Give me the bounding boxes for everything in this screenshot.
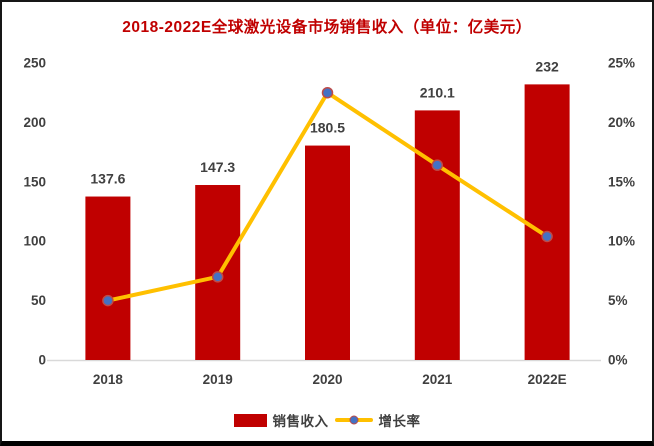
left-axis-tick-label: 50 xyxy=(31,293,46,308)
growth-rate-marker-2020 xyxy=(321,86,334,99)
legend-bar-swatch xyxy=(233,413,267,427)
legend-line-swatch xyxy=(334,415,373,425)
bar-2022E xyxy=(524,84,570,360)
chart-title: 2018-2022E全球激光设备市场销售收入（单位：亿美元） xyxy=(122,19,532,36)
right-axis-tick-label: 15% xyxy=(608,174,635,189)
legend-marker-dot-icon xyxy=(349,415,358,425)
growth-rate-marker-2021 xyxy=(431,159,444,171)
legend-label-growth: 增长率 xyxy=(378,414,421,429)
left-axis-tick-label: 200 xyxy=(23,115,46,130)
growth-rate-marker-2018 xyxy=(102,294,114,307)
bar-value-label: 232 xyxy=(535,58,559,74)
x-axis-category-label: 2021 xyxy=(422,372,453,387)
growth-rate-marker-2022E xyxy=(541,230,553,243)
left-axis-tick-label: 100 xyxy=(23,234,46,249)
combo-chart-plot-area: 0 50 100 150 200 250 0% 5% 10% 15% 20% 25% 137.6 147.… xyxy=(23,56,635,388)
legend: 销售收入 增长率 xyxy=(2,410,652,430)
growth-rate-marker-2019 xyxy=(211,271,224,283)
right-axis-tick-label: 5% xyxy=(608,293,628,308)
right-axis-tick-label: 20% xyxy=(608,115,635,130)
legend-label-revenue: 销售收入 xyxy=(272,414,329,429)
x-axis-category-label: 2022E xyxy=(528,372,567,387)
bar-value-label: 137.6 xyxy=(90,171,125,187)
bar-2018 xyxy=(85,196,131,360)
x-axis-category-label: 2020 xyxy=(312,372,342,387)
bar-value-label: 180.5 xyxy=(310,120,345,136)
right-axis-tick-label: 0% xyxy=(608,353,628,368)
left-axis-tick-label: 0 xyxy=(38,353,46,368)
right-axis-tick-label: 10% xyxy=(608,234,635,249)
x-axis-category-label: 2018 xyxy=(93,372,124,387)
bar-value-label: 210.1 xyxy=(420,84,455,100)
x-axis-category-label: 2019 xyxy=(203,372,233,387)
right-axis-tick-label: 25% xyxy=(608,56,635,71)
bar-value-label: 147.3 xyxy=(200,159,235,175)
left-axis-tick-label: 150 xyxy=(23,174,46,189)
bar-2021 xyxy=(414,110,460,360)
left-axis-tick-label: 250 xyxy=(23,56,46,71)
bar-2020 xyxy=(305,145,350,360)
